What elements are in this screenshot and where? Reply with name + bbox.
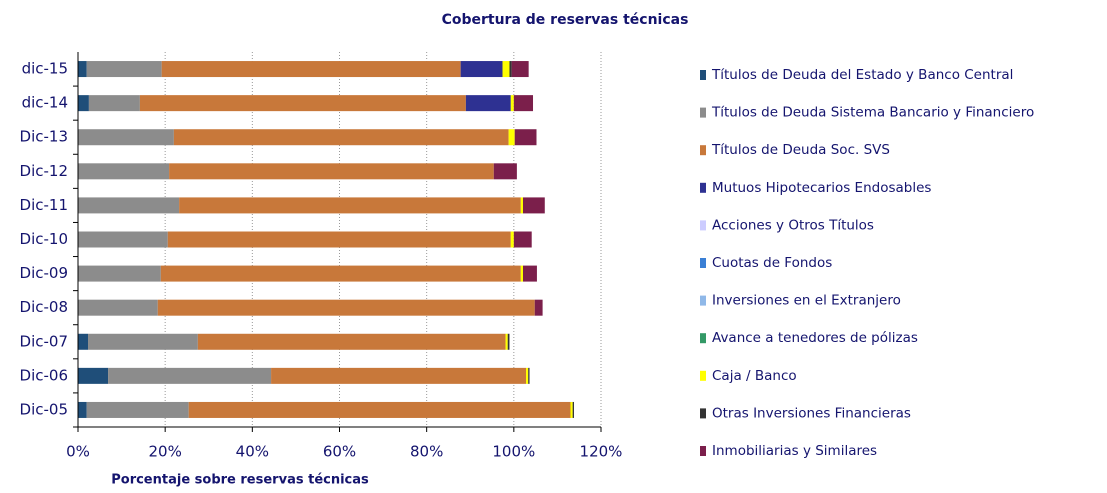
bar-segment bbox=[169, 163, 494, 180]
y-tick-label: Dic-05 bbox=[20, 400, 68, 418]
bar-segment bbox=[507, 333, 510, 350]
legend-label: Títulos de Deuda Sistema Bancario y Fina… bbox=[711, 105, 1034, 121]
y-tick-label: dic-14 bbox=[22, 94, 68, 112]
bar-segment bbox=[157, 299, 535, 316]
bar-segment bbox=[514, 129, 537, 146]
legend-swatch bbox=[700, 408, 706, 419]
bar-segment bbox=[510, 95, 514, 112]
x-tick-label: 60% bbox=[323, 443, 356, 461]
bar-segment bbox=[78, 129, 174, 146]
bar-segment bbox=[78, 265, 161, 282]
bar-segment bbox=[108, 367, 272, 384]
bar-segment bbox=[534, 299, 543, 316]
x-tick-label: 40% bbox=[236, 443, 269, 461]
y-tick-label: Dic-13 bbox=[20, 128, 68, 146]
bar-segment bbox=[510, 231, 514, 248]
bar-segment bbox=[520, 265, 523, 282]
legend-swatch bbox=[700, 107, 706, 118]
bar-segment bbox=[139, 95, 466, 112]
bar-segment bbox=[86, 61, 162, 78]
bar-segment bbox=[493, 163, 517, 180]
bar-segment bbox=[508, 129, 515, 146]
legend-swatch bbox=[700, 258, 706, 268]
y-tick-label: Dic-07 bbox=[20, 332, 68, 350]
y-tick-label: Dic-08 bbox=[20, 298, 68, 316]
legend-swatch bbox=[700, 446, 706, 456]
y-tick-label: Dic-10 bbox=[20, 230, 68, 248]
bar-segment bbox=[513, 231, 532, 248]
y-tick-label: Dic-06 bbox=[20, 366, 68, 384]
bar-segment bbox=[511, 61, 529, 78]
y-tick-label: Dic-11 bbox=[20, 196, 68, 214]
y-tick-label: Dic-12 bbox=[20, 162, 68, 180]
legend-label: Mutuos Hipotecarios Endosables bbox=[712, 180, 931, 196]
bar-segment bbox=[465, 95, 511, 112]
bar-segment bbox=[78, 163, 170, 180]
bar-segment bbox=[505, 333, 508, 350]
legend-label: Inmobiliarias y Similares bbox=[712, 443, 877, 459]
bar-segment bbox=[78, 95, 89, 112]
bar-segment bbox=[197, 333, 506, 350]
bar-segment bbox=[78, 61, 87, 78]
bar-segment bbox=[522, 197, 545, 214]
legend-swatch bbox=[700, 333, 706, 344]
legend-label: Títulos de Deuda Soc. SVS bbox=[711, 142, 890, 158]
y-tick-label: Dic-09 bbox=[20, 264, 68, 282]
bar-segment bbox=[520, 197, 523, 214]
bar-segment bbox=[522, 265, 537, 282]
legend-label: Otras Inversiones Financieras bbox=[712, 405, 911, 421]
bar-segment bbox=[86, 401, 189, 418]
legend-label: Títulos de Deuda del Estado y Banco Cent… bbox=[711, 67, 1013, 83]
legend-label: Acciones y Otros Títulos bbox=[712, 217, 874, 233]
bar-segment bbox=[88, 333, 198, 350]
x-tick-label: 80% bbox=[410, 443, 443, 461]
bar-segment bbox=[167, 231, 511, 248]
legend-label: Inversiones en el Extranjero bbox=[712, 293, 901, 309]
x-tick-label: 120% bbox=[580, 443, 623, 461]
legend-swatch bbox=[700, 145, 706, 156]
bar-segment bbox=[161, 61, 461, 78]
bar-segment bbox=[179, 197, 521, 214]
legend-swatch bbox=[700, 182, 706, 193]
legend-label: Cuotas de Fondos bbox=[712, 255, 832, 271]
bar-segment bbox=[173, 129, 509, 146]
bar-segment bbox=[160, 265, 521, 282]
bar-segment bbox=[78, 299, 158, 316]
x-axis-label: Porcentaje sobre reservas técnicas bbox=[111, 473, 369, 488]
y-tick-label: dic-15 bbox=[22, 60, 68, 78]
x-tick-label: 100% bbox=[492, 443, 535, 461]
legend-swatch bbox=[700, 370, 706, 381]
legend-label: Avance a tenedores de pólizas bbox=[712, 330, 918, 346]
bar-segment bbox=[572, 401, 574, 418]
x-tick-label: 0% bbox=[66, 443, 90, 461]
legend-swatch bbox=[700, 70, 706, 80]
bar-segment bbox=[502, 61, 510, 78]
legend-swatch bbox=[700, 220, 706, 231]
bar-segment bbox=[513, 95, 534, 112]
bar-segment bbox=[88, 95, 140, 112]
bar-segment bbox=[460, 61, 503, 78]
bar-segment bbox=[78, 367, 109, 384]
bar-segment bbox=[78, 197, 180, 214]
bar-segment bbox=[528, 367, 530, 384]
x-tick-label: 20% bbox=[148, 443, 181, 461]
bar-segment bbox=[570, 401, 573, 418]
chart-title: Cobertura de reservas técnicas bbox=[442, 12, 689, 28]
bar-segment bbox=[78, 231, 168, 248]
bar-segment bbox=[78, 401, 87, 418]
legend-label: Caja / Banco bbox=[712, 368, 797, 384]
bar-segment bbox=[526, 367, 529, 384]
bar-segment bbox=[509, 61, 512, 78]
bar-segment bbox=[78, 333, 89, 350]
bar-segment bbox=[188, 401, 571, 418]
bar-segment bbox=[271, 367, 527, 384]
legend-swatch bbox=[700, 295, 706, 306]
